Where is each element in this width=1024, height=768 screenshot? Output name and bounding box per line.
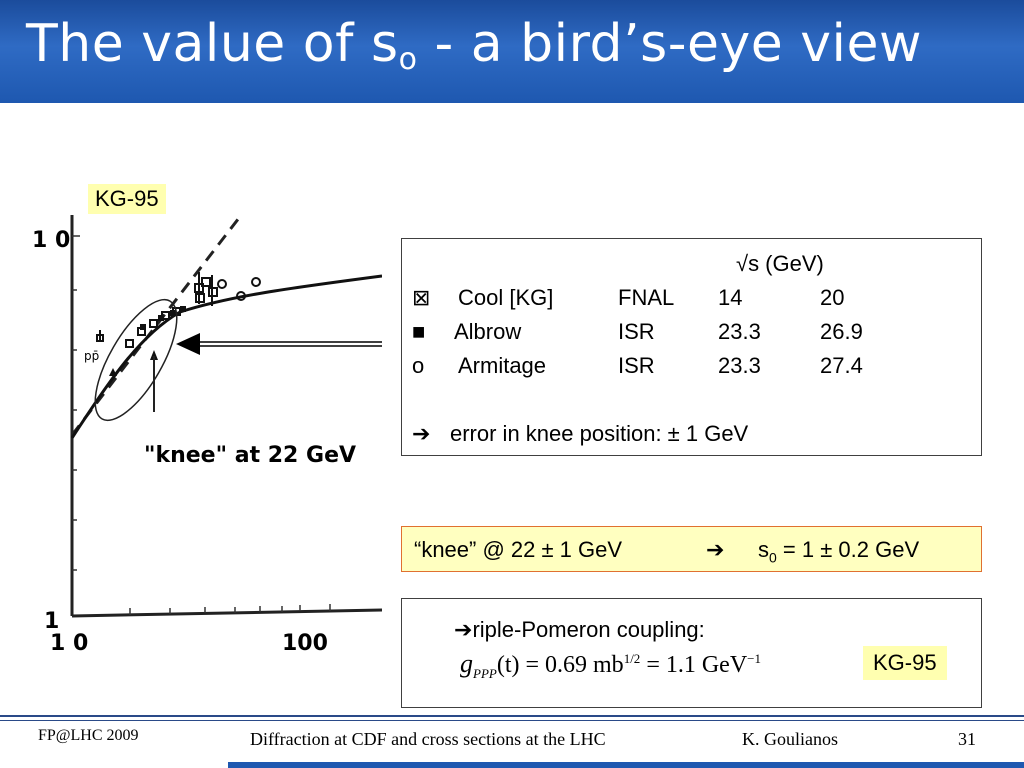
coupling-formula: gPPP(t) = 0.69 mb1/2 = 1.1 GeV−1 bbox=[460, 649, 762, 681]
error-text: error in knee position: ± 1 GeV bbox=[450, 421, 749, 446]
row-name: Cool [KG] bbox=[458, 285, 554, 310]
knee-text: “knee” @ 22 ± 1 GeV bbox=[414, 537, 623, 562]
highlight-ellipse bbox=[94, 298, 178, 422]
coupling-label: ➔riple-Pomeron coupling: bbox=[454, 617, 705, 642]
row-v2: 20 bbox=[820, 285, 845, 310]
marker-icon: ■ bbox=[412, 319, 426, 344]
knee-plot: 1 0 1 1 0 100 "knee" at 22 GeV pp̄ bbox=[30, 180, 382, 660]
fit-curve bbox=[70, 274, 382, 439]
arrow-icon: ➔ bbox=[454, 617, 473, 642]
filled-points bbox=[109, 306, 186, 376]
title-bar: The value of so - a bird’s-eye view bbox=[0, 0, 1024, 103]
table-header: √s (GeV) bbox=[736, 251, 824, 276]
knee-result-box: “knee” @ 22 ± 1 GeV ➔ s0 = 1 ± 0.2 GeV bbox=[401, 526, 982, 572]
footer-talk-title: Diffraction at CDF and cross sections at… bbox=[250, 729, 606, 749]
x-axis bbox=[71, 608, 382, 618]
data-table: √s (GeV) ⊠ Cool [KG] FNAL 14 20 ■ Albrow… bbox=[401, 238, 982, 456]
data-points bbox=[96, 272, 261, 348]
row-v1: 14 bbox=[718, 285, 743, 310]
s0-result: s0 = 1 ± 0.2 GeV bbox=[758, 537, 920, 566]
ppbar-label: pp̄ bbox=[84, 349, 99, 363]
row-v2: 27.4 bbox=[820, 353, 863, 378]
row-lab: FNAL bbox=[618, 285, 675, 310]
footer-bar bbox=[228, 762, 1024, 768]
slide-title: The value of so - a bird’s-eye view bbox=[26, 14, 922, 77]
row-name: Albrow bbox=[454, 319, 522, 344]
marker-icon: ⊠ bbox=[412, 285, 431, 310]
row-v2: 26.9 bbox=[820, 319, 863, 344]
row-v1: 23.3 bbox=[718, 319, 761, 344]
plot-svg: 1 0 1 1 0 100 "knee" at 22 GeV pp̄ bbox=[32, 213, 382, 656]
y-tick-10: 1 0 bbox=[32, 228, 70, 253]
footer-divider-thin bbox=[0, 720, 1024, 721]
knee-annotation: "knee" at 22 GeV bbox=[144, 443, 356, 468]
row-name: Armitage bbox=[458, 353, 547, 378]
footer-conference: FP@LHC 2009 bbox=[38, 727, 139, 744]
pointer-arrowhead bbox=[176, 333, 200, 355]
x-tick-100: 100 bbox=[282, 631, 328, 656]
kg95-label-top: KG-95 bbox=[88, 184, 166, 214]
footer-divider bbox=[0, 715, 1024, 717]
page-number: 31 bbox=[958, 729, 976, 749]
x-tick-10: 1 0 bbox=[50, 631, 88, 656]
y-tick-1: 1 bbox=[44, 609, 59, 634]
row-v1: 23.3 bbox=[718, 353, 761, 378]
kg95-label-bottom: KG-95 bbox=[863, 646, 947, 680]
marker-icon: o bbox=[412, 353, 425, 378]
row-lab: ISR bbox=[618, 319, 655, 344]
arrow-icon: ➔ bbox=[706, 537, 725, 562]
row-lab: ISR bbox=[618, 353, 655, 378]
arrow-icon: ➔ bbox=[412, 421, 431, 446]
footer-author: K. Goulianos bbox=[742, 729, 838, 749]
